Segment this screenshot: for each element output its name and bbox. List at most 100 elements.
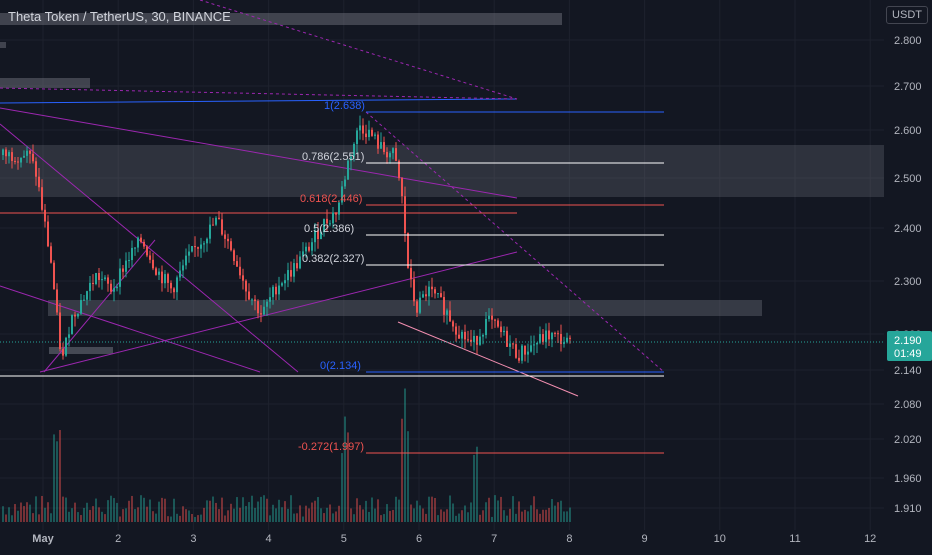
candle-body bbox=[275, 286, 277, 295]
candle-body bbox=[374, 134, 376, 136]
candle-body bbox=[164, 274, 166, 284]
candle-body bbox=[341, 186, 343, 203]
candle-body bbox=[380, 142, 382, 149]
quote-unit-button[interactable]: USDT bbox=[886, 6, 928, 24]
resistance-zone bbox=[0, 145, 884, 197]
volume-bar bbox=[491, 516, 493, 522]
volume-bar bbox=[215, 502, 217, 522]
volume-bar bbox=[500, 496, 502, 522]
volume-bar bbox=[509, 508, 511, 522]
candle-body bbox=[443, 297, 445, 315]
trendline-fan-1[interactable] bbox=[0, 123, 299, 373]
fibonacci-retracement[interactable]: 1(2.638) 0.786(2.551) 0.618(2.446) 0.5(2.38… bbox=[298, 100, 664, 454]
volume-bar bbox=[341, 453, 343, 522]
candle-body bbox=[44, 209, 46, 222]
volume-bar bbox=[437, 515, 439, 522]
volume-bar bbox=[104, 514, 106, 522]
price-axis-tick-label: 2.800 bbox=[894, 35, 922, 47]
candle-body bbox=[29, 150, 31, 154]
volume-bar bbox=[389, 510, 391, 522]
candle-body bbox=[365, 133, 367, 138]
candle-body bbox=[128, 260, 130, 262]
volume-bar bbox=[455, 515, 457, 522]
trendline-ascending[interactable] bbox=[39, 251, 518, 373]
trendline-channel-bottom[interactable] bbox=[397, 321, 579, 397]
dashed-trend-upper[interactable] bbox=[0, 87, 518, 100]
volume-bar bbox=[401, 418, 403, 522]
candle-body bbox=[125, 260, 127, 272]
volume-bar bbox=[167, 516, 169, 522]
volume-bar bbox=[470, 502, 472, 522]
price-axis-tick-label: 2.600 bbox=[894, 125, 922, 137]
volume-bar bbox=[164, 498, 166, 522]
volume-bar bbox=[122, 509, 124, 522]
volume-bar bbox=[323, 513, 325, 522]
candle-body bbox=[395, 148, 397, 161]
volume-bar bbox=[131, 495, 133, 522]
candle-body bbox=[251, 299, 253, 301]
candle-body bbox=[464, 331, 466, 340]
time-axis-tick-label: 9 bbox=[642, 533, 648, 545]
candle-body bbox=[455, 326, 457, 335]
volume-bar bbox=[494, 495, 496, 522]
volume-bar bbox=[446, 509, 448, 522]
volume-bar bbox=[68, 511, 70, 522]
candle-body bbox=[269, 297, 271, 302]
volume-bar bbox=[440, 509, 442, 522]
candle-body bbox=[47, 221, 49, 247]
candle-body bbox=[152, 259, 154, 269]
volume-bar bbox=[260, 496, 262, 522]
trendline-drawings[interactable] bbox=[0, 0, 665, 397]
candle-body bbox=[167, 274, 169, 283]
candle-body bbox=[317, 230, 319, 240]
candle-body bbox=[185, 255, 187, 266]
volume-bar bbox=[32, 513, 34, 522]
volume-bar bbox=[233, 508, 235, 522]
candle-body bbox=[470, 339, 472, 342]
candle-body bbox=[290, 270, 292, 277]
candle-body bbox=[320, 231, 322, 240]
trendline-fan-2[interactable] bbox=[0, 285, 261, 373]
candle-body bbox=[491, 315, 493, 320]
dashed-trend-top[interactable] bbox=[199, 0, 518, 100]
candle-body bbox=[539, 334, 541, 343]
left-zone-marker bbox=[0, 42, 6, 48]
volume-bar bbox=[50, 513, 52, 522]
volume-bar bbox=[416, 500, 418, 522]
candle-body bbox=[122, 268, 124, 272]
candle-body bbox=[569, 337, 571, 339]
trendline-descending-long[interactable] bbox=[0, 107, 518, 199]
candle-body bbox=[332, 212, 334, 224]
volume-bar bbox=[62, 496, 64, 522]
candle-body bbox=[353, 143, 355, 157]
volume-bar bbox=[188, 510, 190, 522]
candle-body bbox=[563, 342, 565, 344]
volume-bar bbox=[227, 510, 229, 522]
volume-bar bbox=[515, 513, 517, 522]
price-axis[interactable]: 2.8002.7002.6002.5002.4002.3002.2002.140… bbox=[894, 35, 922, 515]
price-axis-tick-label: 1.960 bbox=[894, 473, 922, 485]
volume-bar bbox=[134, 509, 136, 522]
volume-bar bbox=[65, 497, 67, 522]
candle-body bbox=[254, 299, 256, 302]
candle-body bbox=[425, 294, 427, 297]
symbol-title[interactable]: Theta Token / TetherUS, 30, BINANCE bbox=[8, 9, 231, 24]
volume-bar bbox=[89, 509, 91, 522]
price-axis-tick-label: 2.700 bbox=[894, 81, 922, 93]
time-axis[interactable]: May 2 3 4 5 6 7 8 9 10 11 12 bbox=[32, 533, 876, 545]
time-axis-tick-label: 8 bbox=[566, 533, 572, 545]
volume-bar bbox=[113, 498, 115, 522]
candle-body bbox=[32, 153, 34, 162]
price-axis-tick-label: 2.080 bbox=[894, 399, 922, 411]
candle-body bbox=[206, 238, 208, 244]
trendline-top-blue[interactable] bbox=[0, 98, 518, 104]
candle-body bbox=[203, 243, 205, 245]
candle-body bbox=[50, 246, 52, 263]
volume-bar bbox=[185, 509, 187, 522]
volume-bar bbox=[521, 511, 523, 522]
volume-bar bbox=[11, 515, 13, 522]
volume-bar bbox=[257, 501, 259, 522]
bar-countdown: 01:49 bbox=[894, 348, 922, 360]
